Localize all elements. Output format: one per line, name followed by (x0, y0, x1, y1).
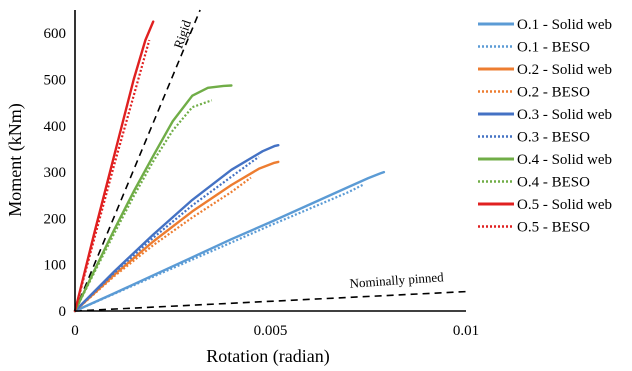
legend-item-o-3-solid-web: O.3 - Solid web (478, 107, 612, 123)
legend-label: O.2 - BESO (517, 85, 590, 101)
legend-label: O.5 - Solid web (517, 197, 612, 213)
reference-label-nominally-pinned: Nominally pinned (349, 269, 445, 291)
legend-item-o-1-solid-web: O.1 - Solid web (478, 17, 612, 33)
series-line-o-4-solid-web (73, 84, 233, 313)
legend-label: O.4 - Solid web (517, 152, 612, 168)
series-line-o-1-beso (74, 183, 365, 313)
series-line-o-3-solid-web (73, 143, 280, 313)
y-axis-title: Moment (kNm) (5, 103, 26, 216)
series-line-o-3-beso (74, 155, 260, 312)
x-tick-label: 0.005 (254, 323, 288, 339)
legend-label: O.3 - Solid web (517, 107, 612, 123)
reference-line-rigid (74, 9, 201, 312)
y-tick-label: 100 (44, 258, 67, 274)
series-line-o-4-beso (74, 99, 213, 312)
y-tick-label: 500 (44, 72, 67, 88)
legend-label: O.5 - BESO (517, 220, 590, 236)
x-axis-title: Rotation (radian) (206, 346, 329, 367)
series-line-o-2-beso (74, 176, 252, 312)
series-line-o-1-solid-web (73, 170, 386, 313)
y-tick-label: 600 (44, 26, 67, 42)
legend-label: O.4 - BESO (517, 175, 590, 191)
legend-item-o-5-beso: O.5 - BESO (478, 220, 590, 236)
legend: O.1 - Solid web O.1 - BESO O.2 - Solid web… (478, 17, 612, 236)
series-line-o-2-solid-web (73, 160, 280, 313)
legend-item-o-5-solid-web: O.5 - Solid web (478, 197, 612, 213)
legend-item-o-4-solid-web: O.4 - Solid web (478, 152, 612, 168)
legend-label: O.2 - Solid web (517, 62, 612, 78)
x-tick-label: 0.01 (453, 323, 479, 339)
reference-line-nominally-pinned (74, 290, 467, 312)
legend-label: O.1 - Solid web (517, 17, 612, 33)
y-tick-label: 0 (59, 304, 67, 320)
y-tick-label: 400 (44, 119, 67, 135)
y-tick-label: 300 (44, 165, 67, 181)
series-line-o-5-solid-web (73, 20, 155, 313)
legend-item-o-1-beso: O.1 - BESO (478, 40, 590, 56)
legend-label: O.3 - BESO (517, 130, 590, 146)
axes (74, 10, 466, 312)
legend-label: O.1 - BESO (517, 40, 590, 56)
legend-item-o-2-solid-web: O.2 - Solid web (478, 62, 612, 78)
series-lines (73, 20, 386, 313)
y-tick-label: 200 (44, 211, 67, 227)
legend-item-o-4-beso: O.4 - BESO (478, 175, 590, 191)
legend-item-o-2-beso: O.2 - BESO (478, 85, 590, 101)
legend-item-o-3-beso: O.3 - BESO (478, 130, 590, 146)
tick-labels: 0 0.005 0.01 0 100 200 300 400 500 600 (44, 26, 480, 339)
x-tick-label: 0 (71, 323, 79, 339)
